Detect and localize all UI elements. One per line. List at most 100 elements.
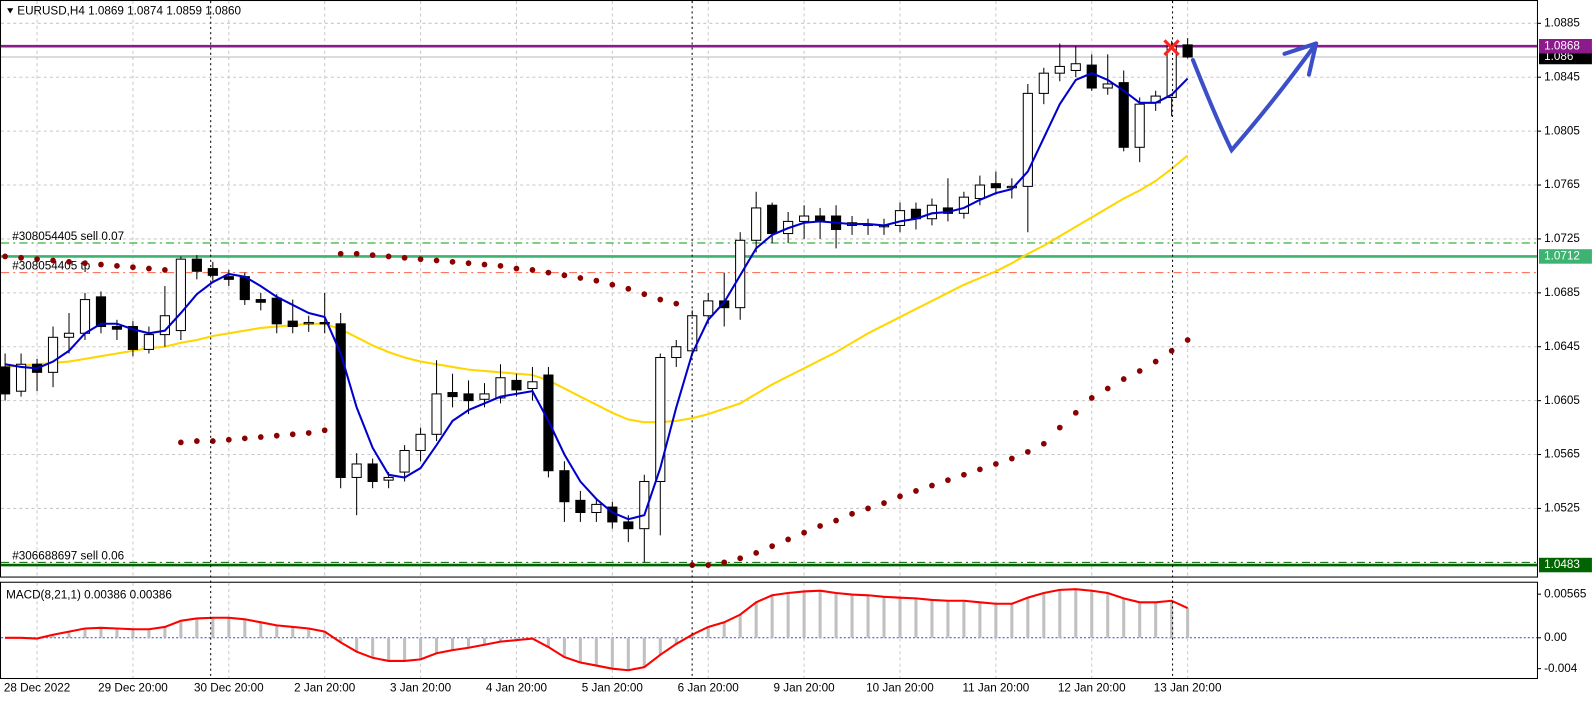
sar-dot — [737, 555, 744, 562]
sar-dot — [1072, 409, 1079, 416]
sar-dot — [1104, 385, 1111, 392]
macd-panel — [0, 581, 1538, 680]
sar-dot — [401, 254, 408, 261]
macd-bar — [850, 594, 854, 638]
candle-body — [575, 499, 586, 514]
ma-fast — [4, 72, 1189, 521]
sar-dot — [497, 262, 504, 269]
x-tick-label: 13 Jan 20:00 — [1154, 680, 1222, 694]
candle-body — [239, 276, 250, 301]
candle-body — [79, 299, 91, 334]
x-tick-label: 4 Jan 20:00 — [486, 680, 548, 694]
sar-dot — [833, 517, 839, 524]
ma-slow — [5, 154, 1189, 424]
candle-body — [639, 480, 650, 530]
candle-body — [271, 297, 282, 325]
macd-bar — [291, 626, 295, 638]
sar-dot — [289, 431, 296, 438]
sar-dot — [529, 267, 536, 273]
x-tick-label: 28 Dec 2022 — [4, 680, 70, 694]
sar-dot — [321, 427, 328, 434]
macd-bar — [323, 631, 327, 638]
candle-body — [143, 334, 155, 350]
candle-body — [0, 366, 11, 395]
sar-dot — [993, 461, 999, 467]
macd-bar — [1090, 590, 1094, 638]
macd-bar — [514, 637, 518, 641]
candle-body — [479, 393, 490, 400]
sar-dot — [417, 256, 424, 263]
macd-bar — [930, 599, 934, 638]
candle-body — [1134, 103, 1145, 148]
macd-bar — [482, 637, 487, 645]
sar-dot — [881, 500, 887, 506]
candle-body — [495, 377, 506, 399]
macd-bar — [818, 590, 822, 638]
candle-body — [399, 449, 410, 473]
sar-dot — [225, 436, 232, 443]
y-tick-label: 1.0725 — [1544, 231, 1580, 245]
level-box — [1539, 249, 1592, 264]
macd-bar — [387, 637, 391, 661]
candle-body — [926, 204, 938, 220]
macd-bar — [1186, 607, 1190, 638]
candle-body — [623, 521, 634, 530]
sar-dot — [146, 265, 152, 272]
candle-body — [255, 299, 266, 303]
y-tick-label: 1.0885 — [1544, 15, 1580, 29]
candle-body — [95, 296, 107, 328]
macd-bar — [1010, 603, 1014, 638]
macd-bar — [642, 637, 646, 668]
sar-dot — [785, 536, 791, 543]
sar-dot — [1024, 448, 1031, 455]
macd-bar — [770, 595, 774, 638]
sar-dot — [337, 250, 344, 257]
chart-title: EURUSD,H4 1.0869 1.0874 1.0859 1.0860 — [17, 3, 241, 17]
candle-body — [111, 326, 123, 330]
candle-body — [1070, 63, 1081, 72]
macd-bar — [754, 602, 758, 638]
sar-dot — [897, 493, 903, 500]
candle-body — [974, 184, 985, 200]
sar-dot — [353, 250, 360, 257]
macd-bar — [1058, 589, 1062, 638]
macd-bar — [435, 637, 439, 654]
sar-dot — [929, 482, 935, 489]
candle-body — [287, 320, 298, 328]
y-tick-label: 1.0645 — [1544, 339, 1580, 353]
sar-dot — [98, 261, 104, 268]
macd-bar — [962, 600, 966, 638]
candle-body — [191, 258, 202, 272]
sar-dot — [2, 253, 8, 260]
macd-bar — [466, 637, 471, 648]
sar-dot — [465, 260, 472, 267]
macd-bar — [706, 626, 710, 638]
sar-dot — [977, 466, 983, 473]
candle-body — [1038, 72, 1049, 94]
candle-body — [703, 300, 714, 317]
sar-dot — [641, 291, 648, 298]
macd-bar — [163, 626, 167, 638]
y-tick-label: 0.00 — [1544, 630, 1567, 644]
macd-bar — [802, 591, 806, 638]
candle-body — [1102, 83, 1113, 89]
macd-bar — [674, 637, 678, 644]
macd-bar — [275, 625, 279, 638]
macd-bar — [211, 617, 215, 638]
candle-body — [1166, 45, 1177, 98]
sar-dot — [961, 471, 967, 478]
sar-dot — [849, 510, 855, 517]
y-tick-label: 1.0845 — [1544, 69, 1580, 83]
sar-dot — [945, 477, 951, 484]
sar-dot — [449, 258, 456, 265]
candle-body — [767, 204, 778, 235]
macd-bar — [307, 628, 311, 638]
macd-bar — [147, 629, 151, 638]
macd-bar — [1138, 602, 1142, 638]
level-label: 1.0712 — [1544, 248, 1580, 262]
candle-body — [335, 323, 346, 478]
candle-body — [511, 379, 522, 391]
candle-body — [431, 393, 442, 435]
macd-bar — [451, 637, 455, 651]
macd-bar — [786, 593, 790, 638]
